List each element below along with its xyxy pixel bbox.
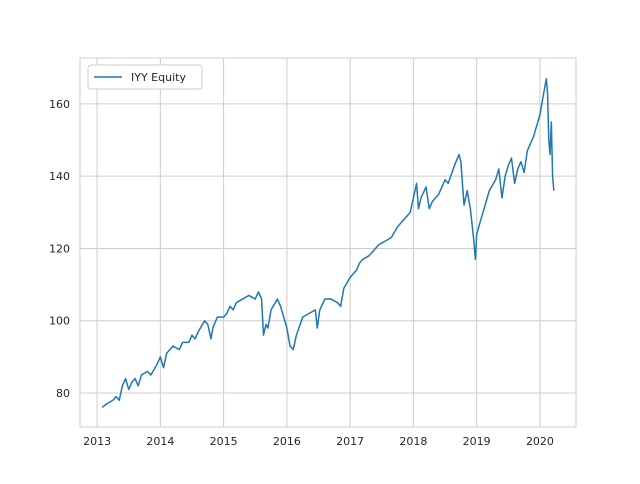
x-tick-label: 2015 [210,435,238,448]
legend-label: IYY Equity [131,71,186,84]
legend-box [87,64,203,90]
x-tick-label: 2014 [146,435,174,448]
legend: IYY Equity [87,64,203,90]
x-tick-label: 2013 [83,435,111,448]
x-tick-label: 2017 [336,435,364,448]
plot-frame [79,57,577,428]
y-tick-label: 120 [49,242,70,255]
y-tick-label: 80 [56,387,70,400]
x-tick-label: 2018 [399,435,427,448]
x-tick-label: 2019 [463,435,491,448]
x-tick-label: 2016 [273,435,301,448]
y-tick-label: 100 [49,315,70,328]
x-tick-label: 2020 [526,435,554,448]
data-line [101,77,555,409]
y-tick-label: 160 [49,98,70,111]
y-tick-label: 140 [49,170,70,183]
